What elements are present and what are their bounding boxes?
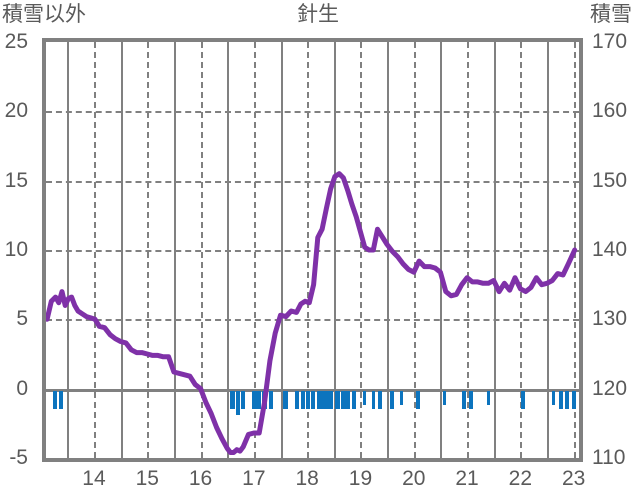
y-left-tick: 10 <box>4 238 28 261</box>
vgridline-17.5 <box>253 42 256 458</box>
snow-depth-bar <box>306 390 310 409</box>
x-tick: 16 <box>188 467 213 490</box>
snow-depth-bar <box>317 390 333 409</box>
y-right-tick: 120 <box>592 376 628 400</box>
snow-depth-bar <box>390 390 394 409</box>
hgridline-5 <box>46 319 579 322</box>
vgridline-20.5 <box>413 42 416 458</box>
snow-depth-bar <box>252 390 261 409</box>
snow-depth-bar <box>59 390 63 409</box>
vgridline-16.5 <box>200 42 203 458</box>
y-left-tick: 25 <box>4 30 28 53</box>
x-tick: 20 <box>402 467 426 490</box>
right-axis-title: 積雪 <box>590 3 632 26</box>
hgridline-10 <box>46 250 579 252</box>
snow-depth-bar <box>241 390 245 409</box>
y-right-tick: 160 <box>592 99 628 123</box>
snow-depth-bar <box>400 390 403 405</box>
y-left-tick: -5 <box>9 446 28 469</box>
vgridline-17 <box>227 42 230 458</box>
y-left-tick: 20 <box>4 99 28 123</box>
snow-depth-bar <box>230 390 235 409</box>
snow-depth-bar <box>363 390 366 405</box>
snow-depth-bar <box>416 390 420 409</box>
y-left-tick: 0 <box>16 376 28 400</box>
vgridline-14.5 <box>93 42 96 458</box>
chart-title: 針生 <box>297 3 339 26</box>
snow-depth-bar <box>521 390 525 409</box>
vgridline-19.5 <box>360 42 363 458</box>
x-tick: 17 <box>242 467 266 490</box>
snow-depth-bar <box>352 390 356 409</box>
plot-area <box>42 38 583 462</box>
vgridline-15 <box>120 42 123 458</box>
snow-depth-bar <box>443 390 446 405</box>
y-right-tick: 170 <box>592 30 628 53</box>
y-right-tick: 140 <box>592 238 628 261</box>
y-right-tick: 110 <box>592 446 626 469</box>
x-tick: 18 <box>295 467 319 490</box>
x-tick: 22 <box>508 467 533 490</box>
y-left-tick: 15 <box>4 168 28 192</box>
x-tick: 23 <box>561 467 586 490</box>
y-left-tick: 5 <box>16 307 28 331</box>
snow-depth-bar <box>269 390 273 409</box>
x-tick: 15 <box>135 467 159 490</box>
vgridline-22.5 <box>520 42 523 458</box>
left-axis-title: 積雪以外 <box>2 3 86 26</box>
hgridline-20 <box>46 111 579 114</box>
series-line-other-than-snow <box>46 171 578 455</box>
y-right-tick: 150 <box>592 168 628 192</box>
vgridline-16 <box>173 42 176 458</box>
hgridline-0 <box>46 388 579 392</box>
vgridline-18 <box>280 42 283 458</box>
snow-depth-bar <box>335 390 340 409</box>
snow-depth-bar <box>378 390 382 409</box>
vgridline-23 <box>547 42 550 458</box>
vgridline-21.5 <box>467 42 470 458</box>
snow-depth-bar <box>372 390 375 409</box>
snow-depth-bar <box>283 390 288 409</box>
line-series-svg <box>46 171 578 455</box>
snow-depth-bar <box>311 390 315 409</box>
x-tick: 21 <box>455 467 479 490</box>
snow-depth-bar <box>301 390 305 409</box>
y-right-tick: 130 <box>592 307 628 331</box>
vgridline-14 <box>67 42 70 458</box>
vgridline-18.5 <box>307 42 310 458</box>
snow-depth-bar <box>565 390 569 409</box>
vgridline-15.5 <box>147 42 150 458</box>
x-tick: 14 <box>82 467 106 490</box>
snow-depth-bar <box>295 390 299 409</box>
vgridline-22 <box>493 42 496 458</box>
vgridline-21 <box>440 42 443 458</box>
vgridline-19 <box>333 42 336 458</box>
hgridline-15 <box>46 180 579 183</box>
snow-depth-bar <box>552 390 555 405</box>
snow-depth-bar <box>341 390 350 409</box>
snow-depth-bar <box>469 390 473 409</box>
snow-depth-bar <box>572 390 576 409</box>
snow-depth-bar <box>462 390 466 409</box>
snow-depth-bar <box>236 390 240 415</box>
x-tick: 19 <box>348 467 373 490</box>
snow-depth-bar <box>559 390 563 409</box>
snow-depth-bar <box>53 390 57 409</box>
vgridline-20 <box>387 42 390 458</box>
snow-depth-bar <box>487 390 490 405</box>
